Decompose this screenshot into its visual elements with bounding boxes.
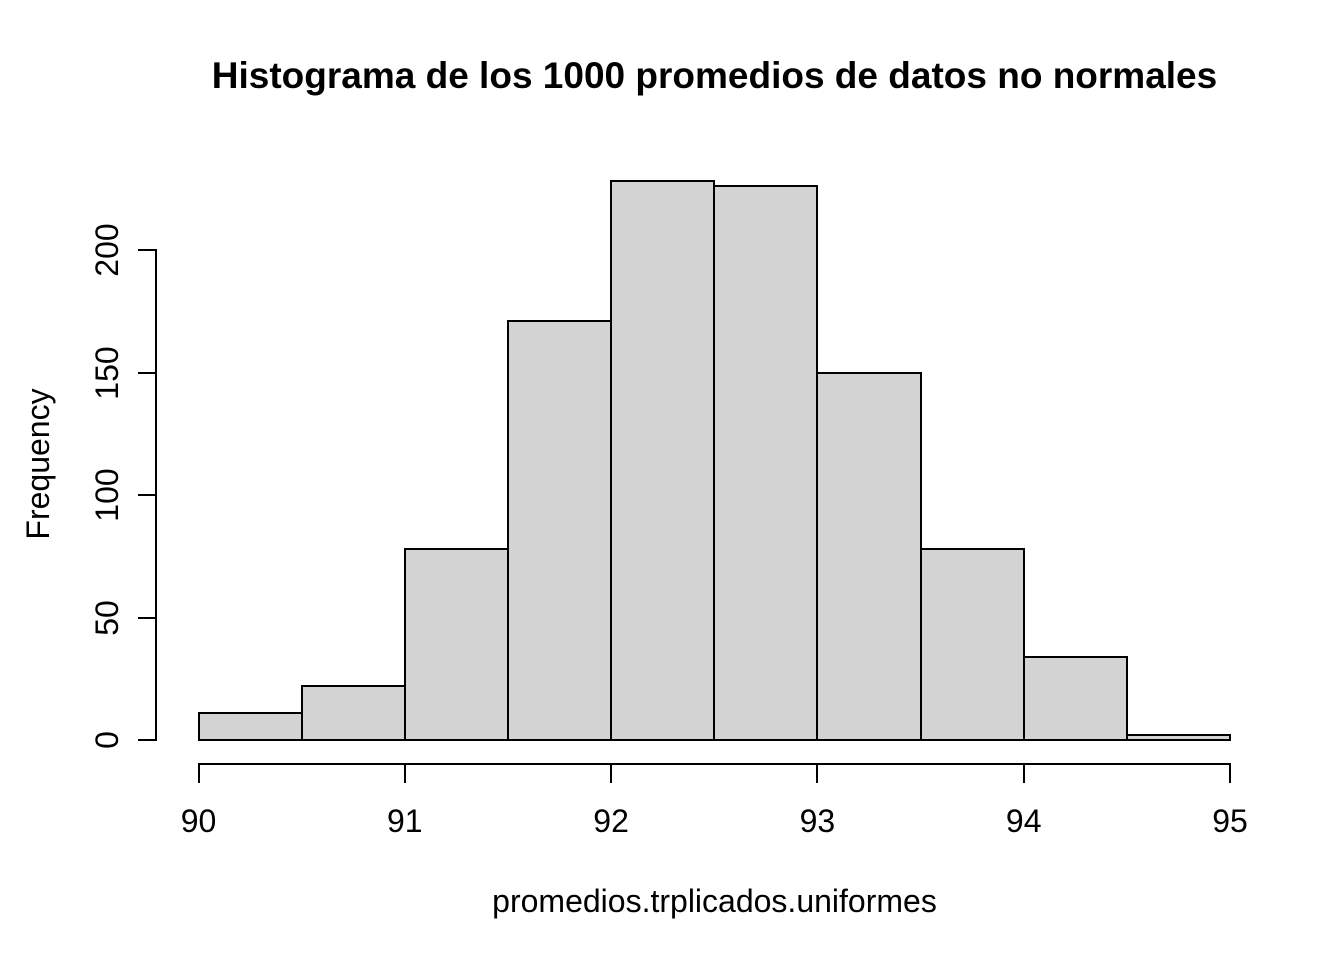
- x-tick: [816, 765, 819, 783]
- histogram-bar: [610, 180, 716, 741]
- y-axis-label: Frequency: [20, 388, 56, 540]
- y-tick: [138, 494, 156, 496]
- y-tick-label: 150: [89, 345, 125, 400]
- histogram-bar: [816, 371, 922, 741]
- y-tick: [138, 371, 156, 374]
- x-tick-label: 94: [1005, 803, 1042, 839]
- x-tick: [1229, 765, 1231, 783]
- x-tick: [1022, 765, 1025, 783]
- histogram-bar: [506, 320, 613, 741]
- x-tick-label: 90: [180, 803, 217, 839]
- y-tick-label: 200: [89, 223, 125, 277]
- y-tick-label: 0: [89, 731, 125, 749]
- x-tick: [197, 765, 200, 783]
- x-axis-line: [197, 763, 1231, 765]
- x-tick-label: 91: [387, 803, 423, 839]
- histogram-bar: [403, 547, 509, 741]
- histogram-bar: [197, 712, 303, 741]
- histogram-bar: [713, 185, 819, 741]
- y-tick-label: 100: [89, 468, 125, 522]
- x-tick: [403, 765, 406, 783]
- y-axis-line: [155, 249, 157, 741]
- histogram-bar: [919, 547, 1025, 741]
- chart-title: Histograma de los 1000 promedios de dato…: [211, 55, 1218, 96]
- x-tick-label: 95: [1212, 803, 1248, 839]
- y-tick: [138, 739, 156, 741]
- x-tick-label: 92: [593, 803, 629, 839]
- x-tick: [610, 765, 613, 783]
- y-tick: [138, 249, 156, 251]
- x-axis-label: promedios.trplicados.uniformes: [492, 883, 937, 919]
- y-tick-label: 50: [89, 599, 125, 636]
- histogram-bar: [300, 685, 406, 741]
- y-tick: [138, 616, 156, 619]
- histogram-bar: [1125, 734, 1231, 741]
- x-tick-label: 93: [799, 803, 836, 839]
- histogram-bar: [1022, 655, 1128, 741]
